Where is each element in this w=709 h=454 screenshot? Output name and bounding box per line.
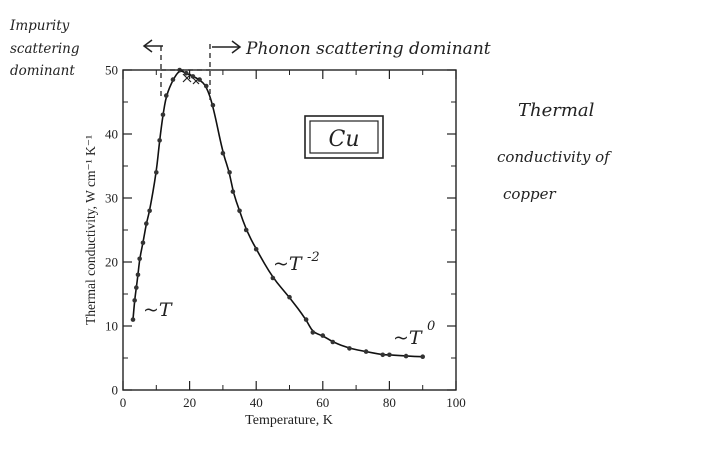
data-point [183, 70, 189, 76]
data-point [170, 77, 176, 82]
x-tick-label: 80 [383, 395, 396, 410]
high-temp-trend-exponent: 0 [427, 319, 435, 334]
peak-cross-marks [182, 73, 200, 85]
data-point [134, 285, 139, 290]
series-line [132, 70, 423, 358]
x-axis-title: Temperature, K [245, 413, 333, 428]
impurity-label-line3: dominant [10, 63, 75, 79]
y-tick-label: 0 [112, 383, 119, 398]
data-point [330, 339, 336, 345]
data-point [320, 333, 326, 338]
note-line3: copper [503, 185, 557, 203]
data-point [387, 352, 392, 358]
phonon-label: Phonon scattering dominant [245, 39, 491, 59]
note-line2: conductivity of [497, 148, 612, 166]
left-arrow-icon [142, 39, 163, 53]
mid-temp-trend-exponent: -2 [307, 250, 320, 265]
data-point [420, 354, 426, 360]
x-tick-label: 0 [120, 395, 127, 410]
x-tick-label: 100 [446, 395, 466, 410]
x-tick-label: 40 [250, 395, 263, 410]
data-point [380, 352, 386, 358]
axis-ticks [122, 69, 457, 391]
data-point [163, 93, 169, 98]
data-point [403, 353, 409, 359]
data-point [270, 275, 276, 281]
data-point [230, 189, 236, 194]
y-tick-label: 10 [105, 319, 118, 334]
data-point [154, 170, 159, 175]
y-tick-label: 40 [105, 127, 118, 142]
data-point [147, 208, 152, 214]
data-point [160, 112, 166, 118]
element-box-inner [309, 120, 379, 154]
element-label: Cu [328, 127, 359, 152]
x-tick-label: 60 [316, 395, 329, 410]
y-tick-label: 30 [105, 191, 118, 206]
data-point [135, 272, 141, 278]
low-temp-trend-label: ~T [143, 299, 173, 321]
impurity-label-line2: scattering [10, 41, 80, 57]
data-point [310, 330, 316, 335]
data-point [287, 294, 292, 300]
note-line1: Thermal [518, 100, 595, 121]
right-arrow-icon [212, 40, 242, 54]
y-tick-label: 20 [105, 255, 118, 270]
y-tick-label: 50 [105, 63, 118, 78]
data-point [130, 317, 136, 322]
data-point [227, 170, 232, 175]
data-point [303, 317, 309, 322]
data-point [144, 221, 149, 226]
data-series [130, 67, 426, 360]
data-point [203, 83, 209, 89]
mid-temp-trend-label: ~T [273, 253, 303, 275]
data-point [190, 74, 196, 79]
high-temp-trend-label: ~T [393, 327, 423, 349]
data-point [132, 298, 137, 303]
data-point [137, 256, 142, 262]
data-point [237, 208, 242, 214]
data-point [347, 346, 352, 351]
element-box [304, 115, 384, 159]
axis-tick-labels: 0 20 40 60 80 100 0 10 20 30 40 50 [105, 63, 466, 411]
data-point [140, 240, 146, 246]
data-point [243, 227, 249, 233]
data-point [157, 138, 162, 143]
data-point [210, 102, 216, 108]
data-point [220, 150, 226, 156]
data-point [363, 349, 369, 354]
y-axis-title: Thermal conductivity, W cm⁻¹ K⁻¹ [83, 135, 98, 325]
x-tick-label: 20 [183, 395, 196, 410]
impurity-label-line1: Impurity [9, 18, 70, 34]
data-point [253, 246, 259, 252]
